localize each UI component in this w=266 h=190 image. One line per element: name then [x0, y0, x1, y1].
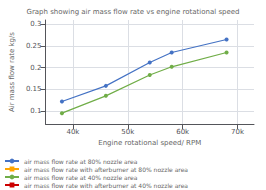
svg-text:air mass flow rate with afterb: air mass flow rate with afterburner at 8…: [24, 166, 188, 173]
svg-text:air mass flow rate with afterb: air mass flow rate with afterburner at 4…: [24, 182, 188, 189]
svg-text:60k: 60k: [176, 128, 190, 136]
svg-text:Engine rotational speed/ RPM: Engine rotational speed/ RPM: [98, 139, 201, 147]
svg-text:0.1: 0.1: [30, 107, 41, 115]
svg-text:Graph showing air mass flow ra: Graph showing air mass flow rate vs engi…: [26, 8, 239, 16]
svg-text:air mass flow rate at 80% nozz: air mass flow rate at 80% nozzle area: [24, 158, 138, 165]
svg-text:40k: 40k: [66, 128, 80, 136]
svg-text:50k: 50k: [121, 128, 135, 136]
svg-text:air mass flow rate at 40% nozz: air mass flow rate at 40% nozzle area: [24, 174, 138, 181]
svg-text:0.25: 0.25: [26, 42, 42, 50]
svg-text:0.2: 0.2: [30, 64, 41, 72]
svg-text:0.3: 0.3: [30, 20, 41, 28]
svg-text:Air mass flow rate kg/s: Air mass flow rate kg/s: [8, 32, 16, 112]
svg-text:70k: 70k: [231, 128, 245, 136]
svg-text:0.15: 0.15: [26, 85, 42, 93]
